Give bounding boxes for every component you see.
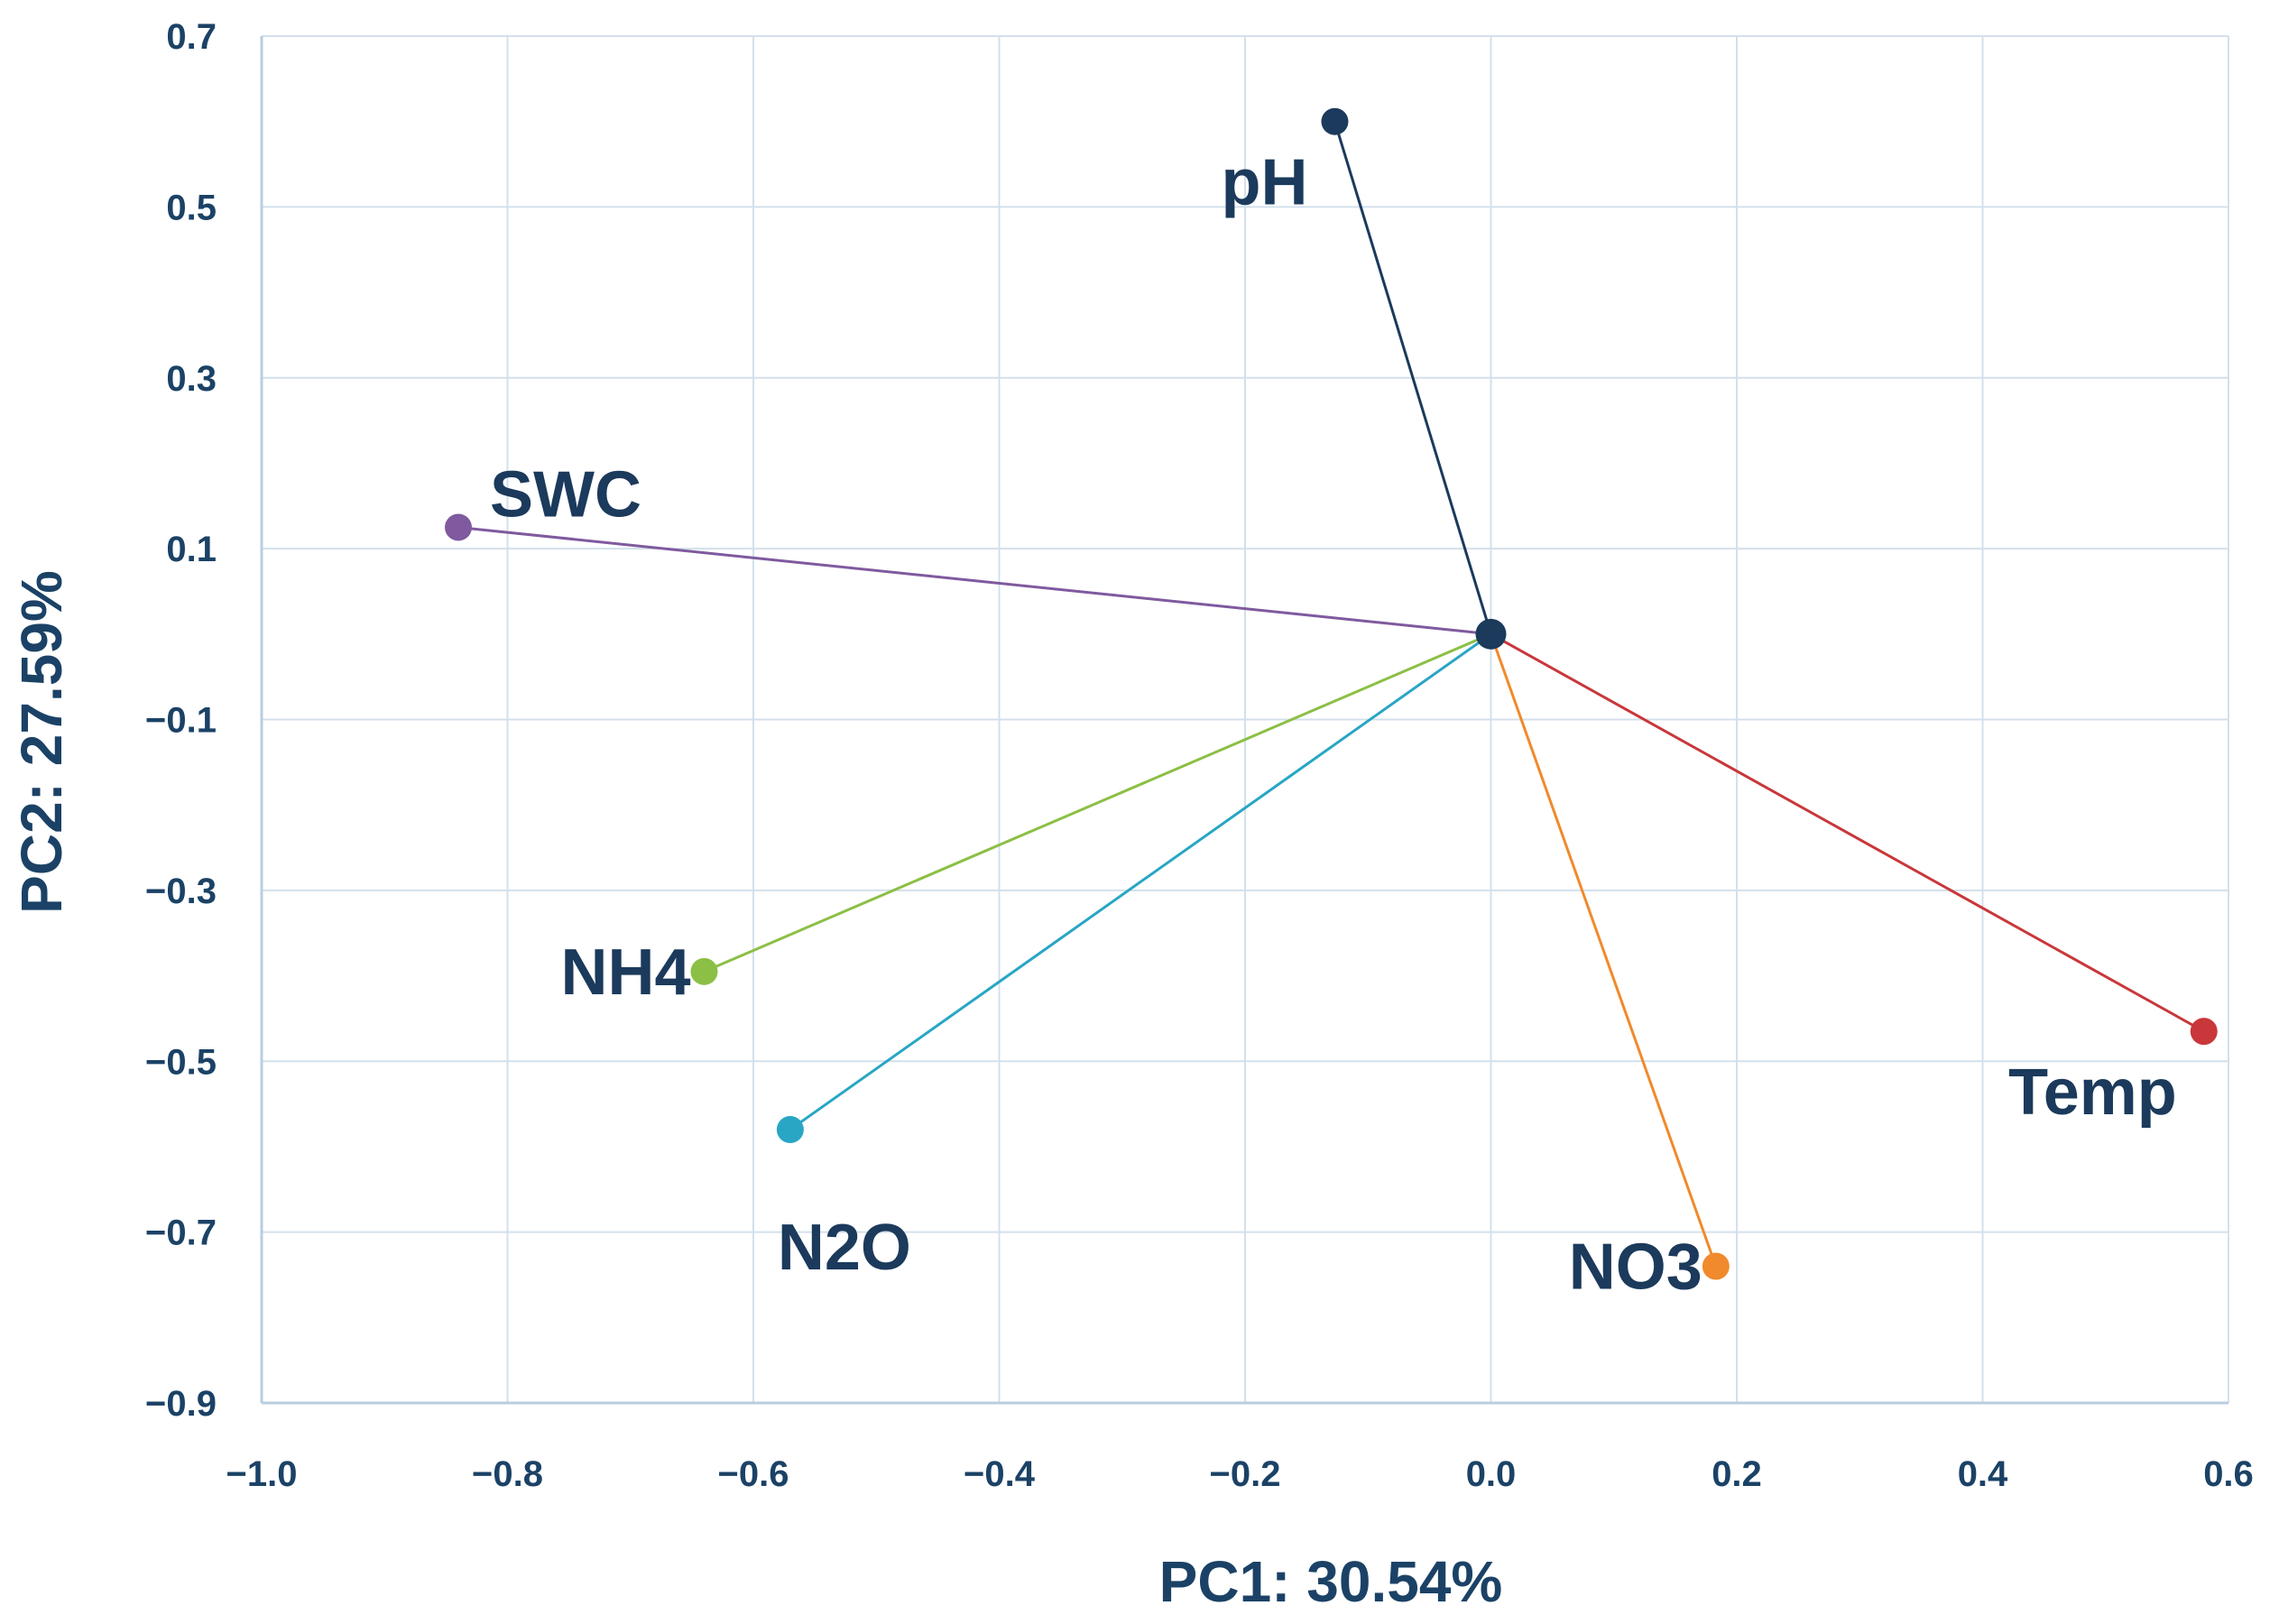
y-tick-label: 0.1 [166, 530, 217, 569]
x-tick-label: −0.4 [964, 1454, 1036, 1494]
grid-layer [262, 35, 2229, 1403]
vector-label-temp: Temp [2008, 1057, 2177, 1129]
tick-labels: −1.0 −0.8 −0.6 −0.4 −0.2 0.0 0.2 0.4 0.6 0.7 0.5 0.… [145, 17, 2254, 1494]
x-tick-label: 0.4 [1958, 1454, 2008, 1494]
y-tick-label: −0.5 [145, 1042, 217, 1082]
vector-line-ph [1333, 121, 1492, 635]
x-tick-label: −0.8 [472, 1454, 543, 1494]
vector-line-swc [457, 525, 1491, 636]
y-tick-label: 0.5 [166, 188, 217, 227]
vector-line-n2o [789, 632, 1492, 1131]
loading-vectors [445, 107, 2218, 1280]
vector-point-nh4 [690, 957, 718, 985]
vector-label-nh4: NH4 [560, 937, 690, 1009]
vector-point-no3 [1702, 1252, 1730, 1280]
vector-line-temp [1490, 632, 2205, 1033]
x-axis-title: PC1: 30.54% [1159, 1549, 1503, 1614]
y-axis-title: PC2: 27.59% [9, 570, 74, 914]
vector-point-n2o [776, 1116, 804, 1143]
y-tick-label: −0.1 [145, 701, 217, 741]
vector-label-ph: pH [1221, 147, 1307, 219]
x-tick-label: 0.2 [1712, 1454, 1762, 1494]
x-tick-label: 0.0 [1466, 1454, 1517, 1494]
vector-line-nh4 [703, 632, 1492, 973]
vector-label-swc: SWC [490, 458, 641, 531]
vector-point-ph [1321, 107, 1349, 135]
y-tick-label: 0.3 [166, 359, 217, 399]
vector-point-swc [445, 513, 472, 541]
x-tick-label: 0.6 [2203, 1454, 2254, 1494]
x-tick-label: −0.6 [718, 1454, 789, 1494]
vector-point-temp [2190, 1018, 2218, 1046]
axes [260, 36, 2228, 1405]
y-tick-label: 0.7 [166, 17, 217, 57]
y-tick-label: −0.3 [145, 872, 217, 911]
vector-line-no3 [1490, 633, 1718, 1268]
x-tick-label: −1.0 [226, 1454, 298, 1494]
origin-point [1475, 618, 1507, 650]
vector-label-no3: NO3 [1569, 1232, 1702, 1304]
vector-labels: pH SWC NH4 N2O NO3 Temp [490, 147, 2177, 1304]
y-tick-label: −0.9 [145, 1384, 217, 1424]
y-tick-label: −0.7 [145, 1213, 217, 1253]
vector-label-n2o: N2O [778, 1212, 911, 1284]
x-tick-label: −0.2 [1210, 1454, 1281, 1494]
